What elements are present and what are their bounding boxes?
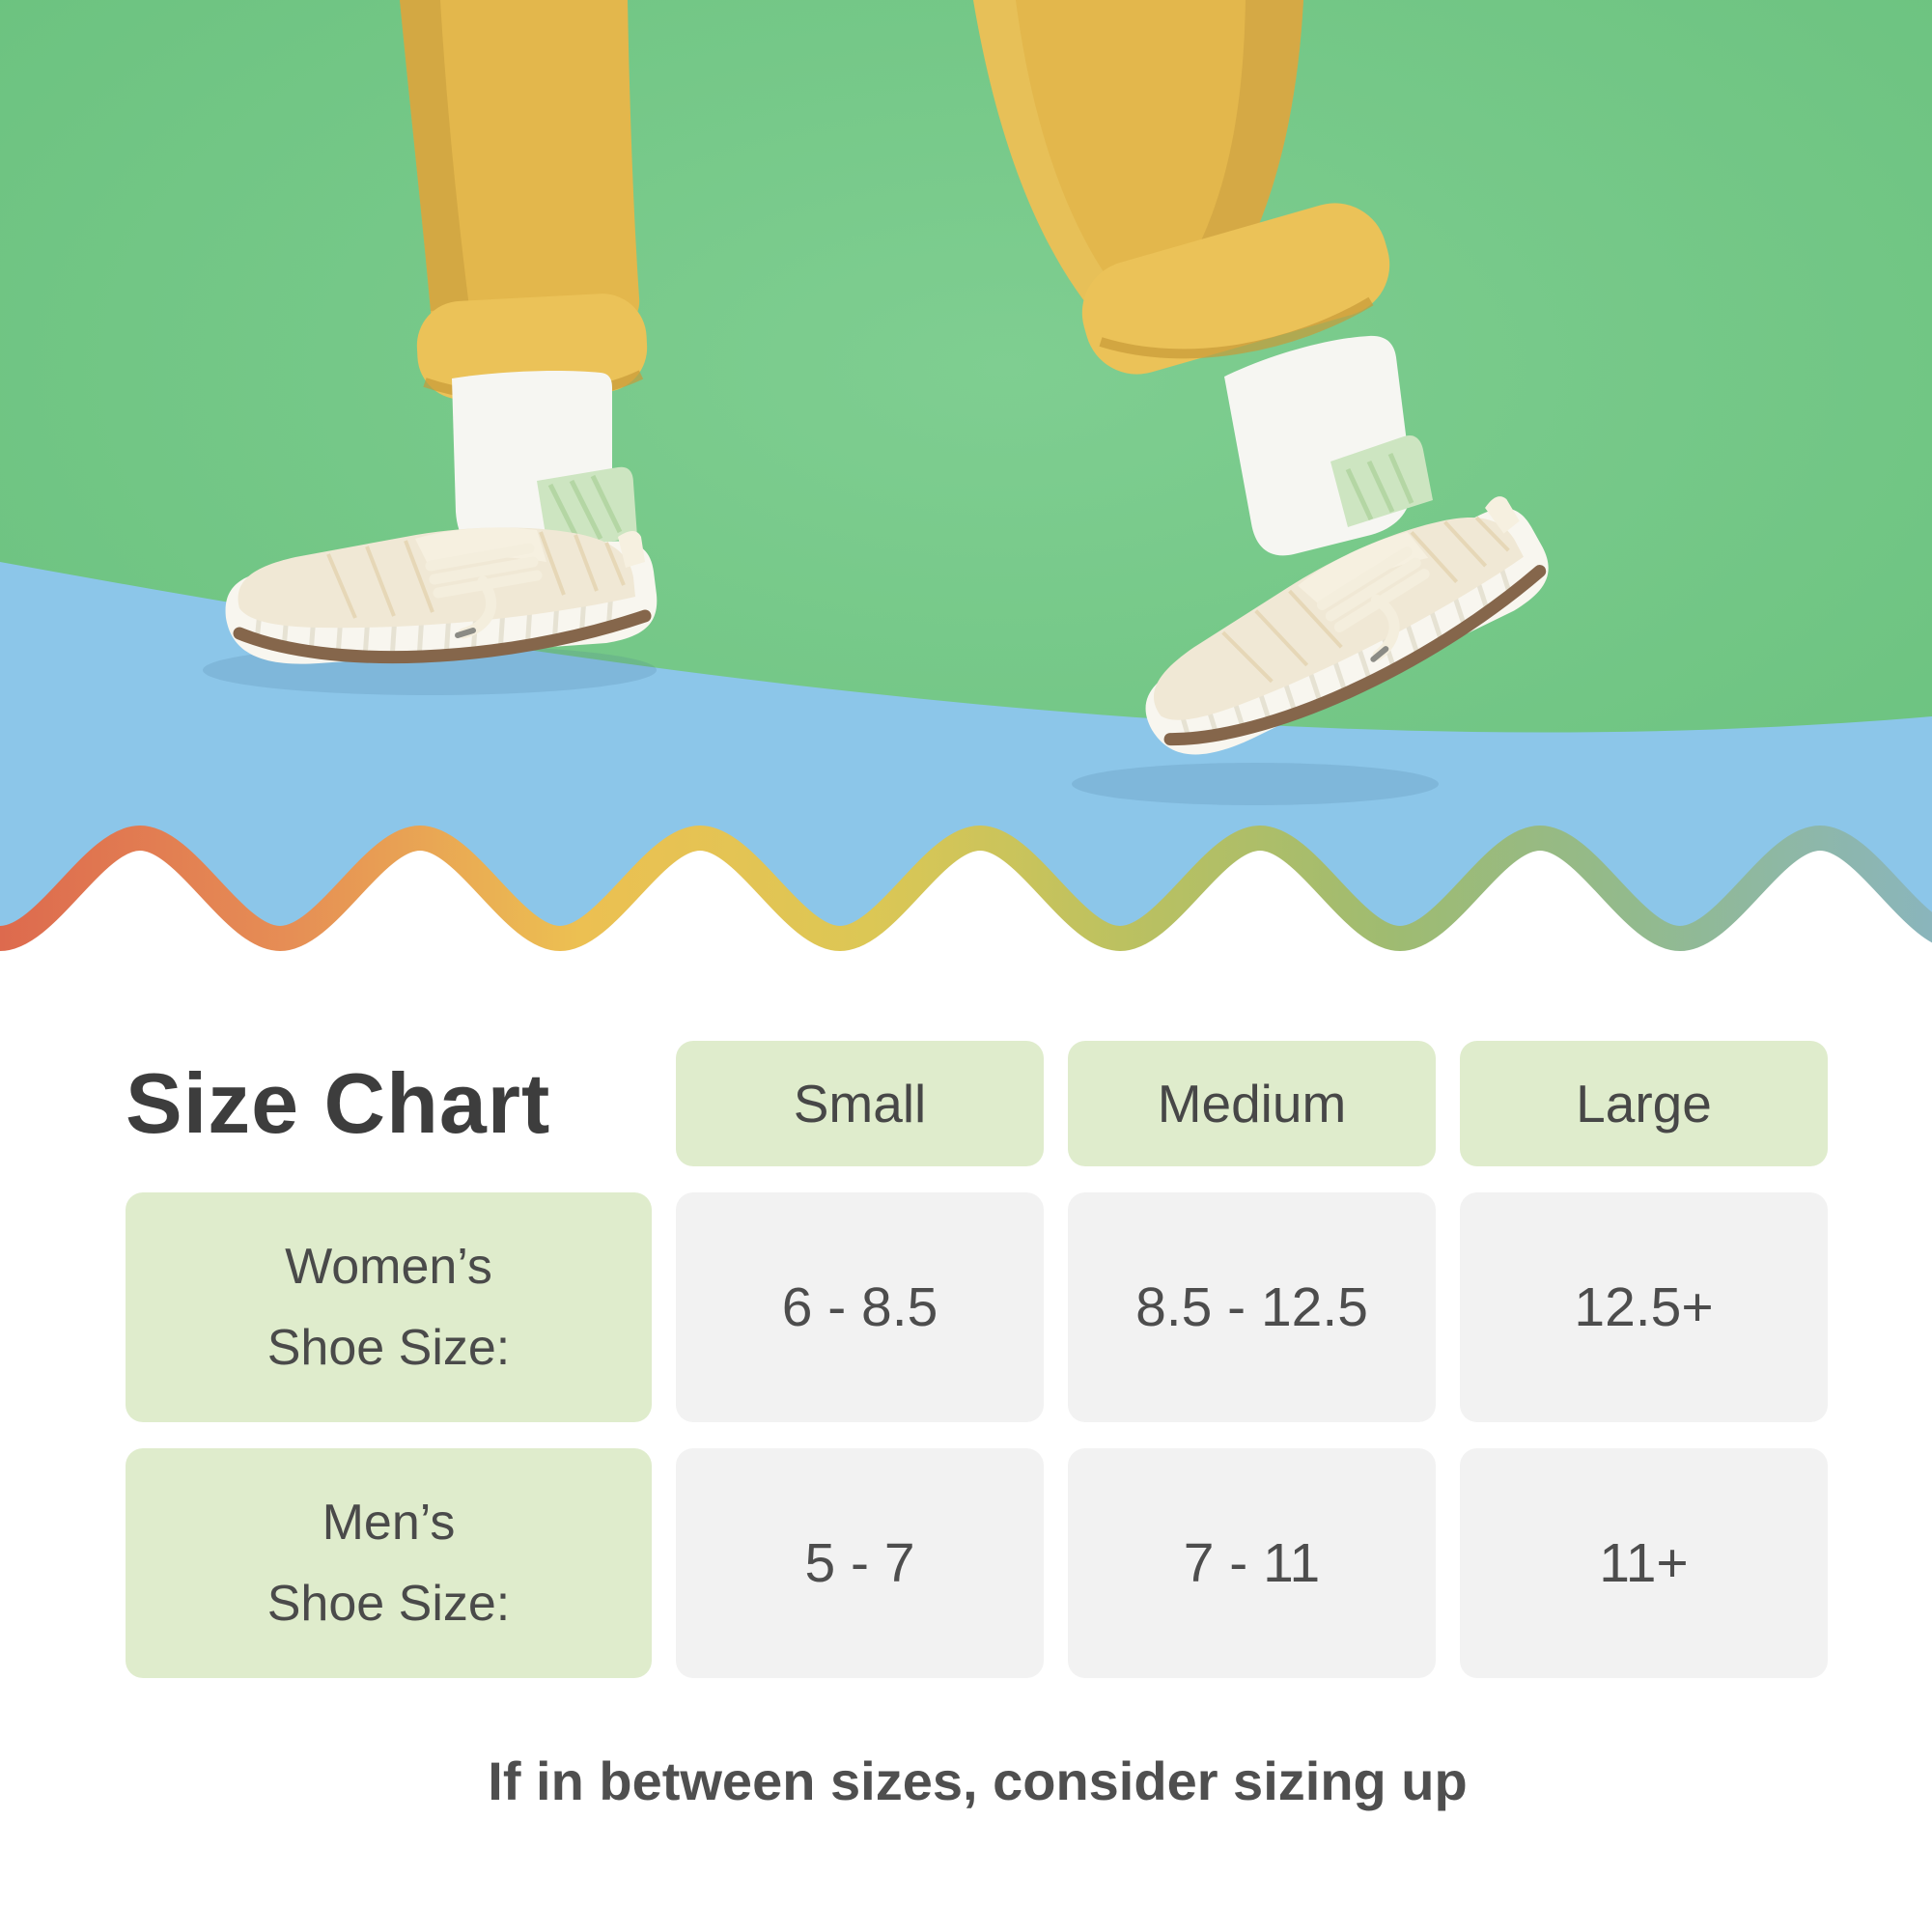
below-wave-area <box>0 838 1932 966</box>
left-leg <box>390 0 648 555</box>
cell-womens-large: 12.5+ <box>1460 1192 1828 1422</box>
lace-aglet <box>455 628 476 638</box>
column-header-small: Small <box>676 1041 1044 1166</box>
wave-divider <box>0 825 1932 952</box>
left-pant-fold-shadow <box>400 0 469 311</box>
left-shoe <box>225 527 658 664</box>
cell-mens-small: 5 - 7 <box>676 1448 1044 1678</box>
outsole <box>233 609 652 664</box>
hero-photo <box>0 0 1932 966</box>
row-label-womens: Women’s Shoe Size: <box>126 1192 652 1422</box>
row-label-mens-line1: Men’s <box>322 1494 456 1551</box>
row-label-mens: Men’s Shoe Size: <box>126 1448 652 1678</box>
row-label-mens-line2: Shoe Size: <box>266 1576 511 1632</box>
right-pant-cuff <box>1081 203 1390 375</box>
size-chart-section: Size Chart Small Medium Large Women’s Sh… <box>0 966 1932 1812</box>
row-label-womens-line1: Women’s <box>285 1238 492 1295</box>
column-header-medium: Medium <box>1068 1041 1436 1166</box>
heel-tab <box>618 531 645 568</box>
left-knit-collar-stripes <box>547 474 623 545</box>
sizing-note: If in between sizes, consider sizing up <box>488 1750 1468 1811</box>
right-leg <box>970 0 1433 556</box>
cell-womens-medium: 8.5 - 12.5 <box>1068 1192 1436 1422</box>
right-pant-fold-shadow <box>1192 0 1303 282</box>
right-knit-collar <box>1330 434 1433 527</box>
right-knit-collar-stripes <box>1345 453 1414 521</box>
size-chart-table: Size Chart Small Medium Large Women’s Sh… <box>126 1041 1830 1678</box>
row-label-womens-line2: Shoe Size: <box>266 1320 511 1376</box>
right-shoe-shadow <box>1072 763 1439 805</box>
column-header-large: Large <box>1460 1041 1828 1166</box>
herringbone-texture <box>326 531 626 619</box>
cell-womens-small: 6 - 8.5 <box>676 1192 1044 1422</box>
cell-mens-large: 11+ <box>1460 1448 1828 1678</box>
page-title: Size Chart <box>126 1055 551 1151</box>
right-cuff-shadow <box>1099 296 1374 359</box>
cell-mens-medium: 7 - 11 <box>1068 1448 1436 1678</box>
right-pant-highlight <box>973 0 1147 342</box>
